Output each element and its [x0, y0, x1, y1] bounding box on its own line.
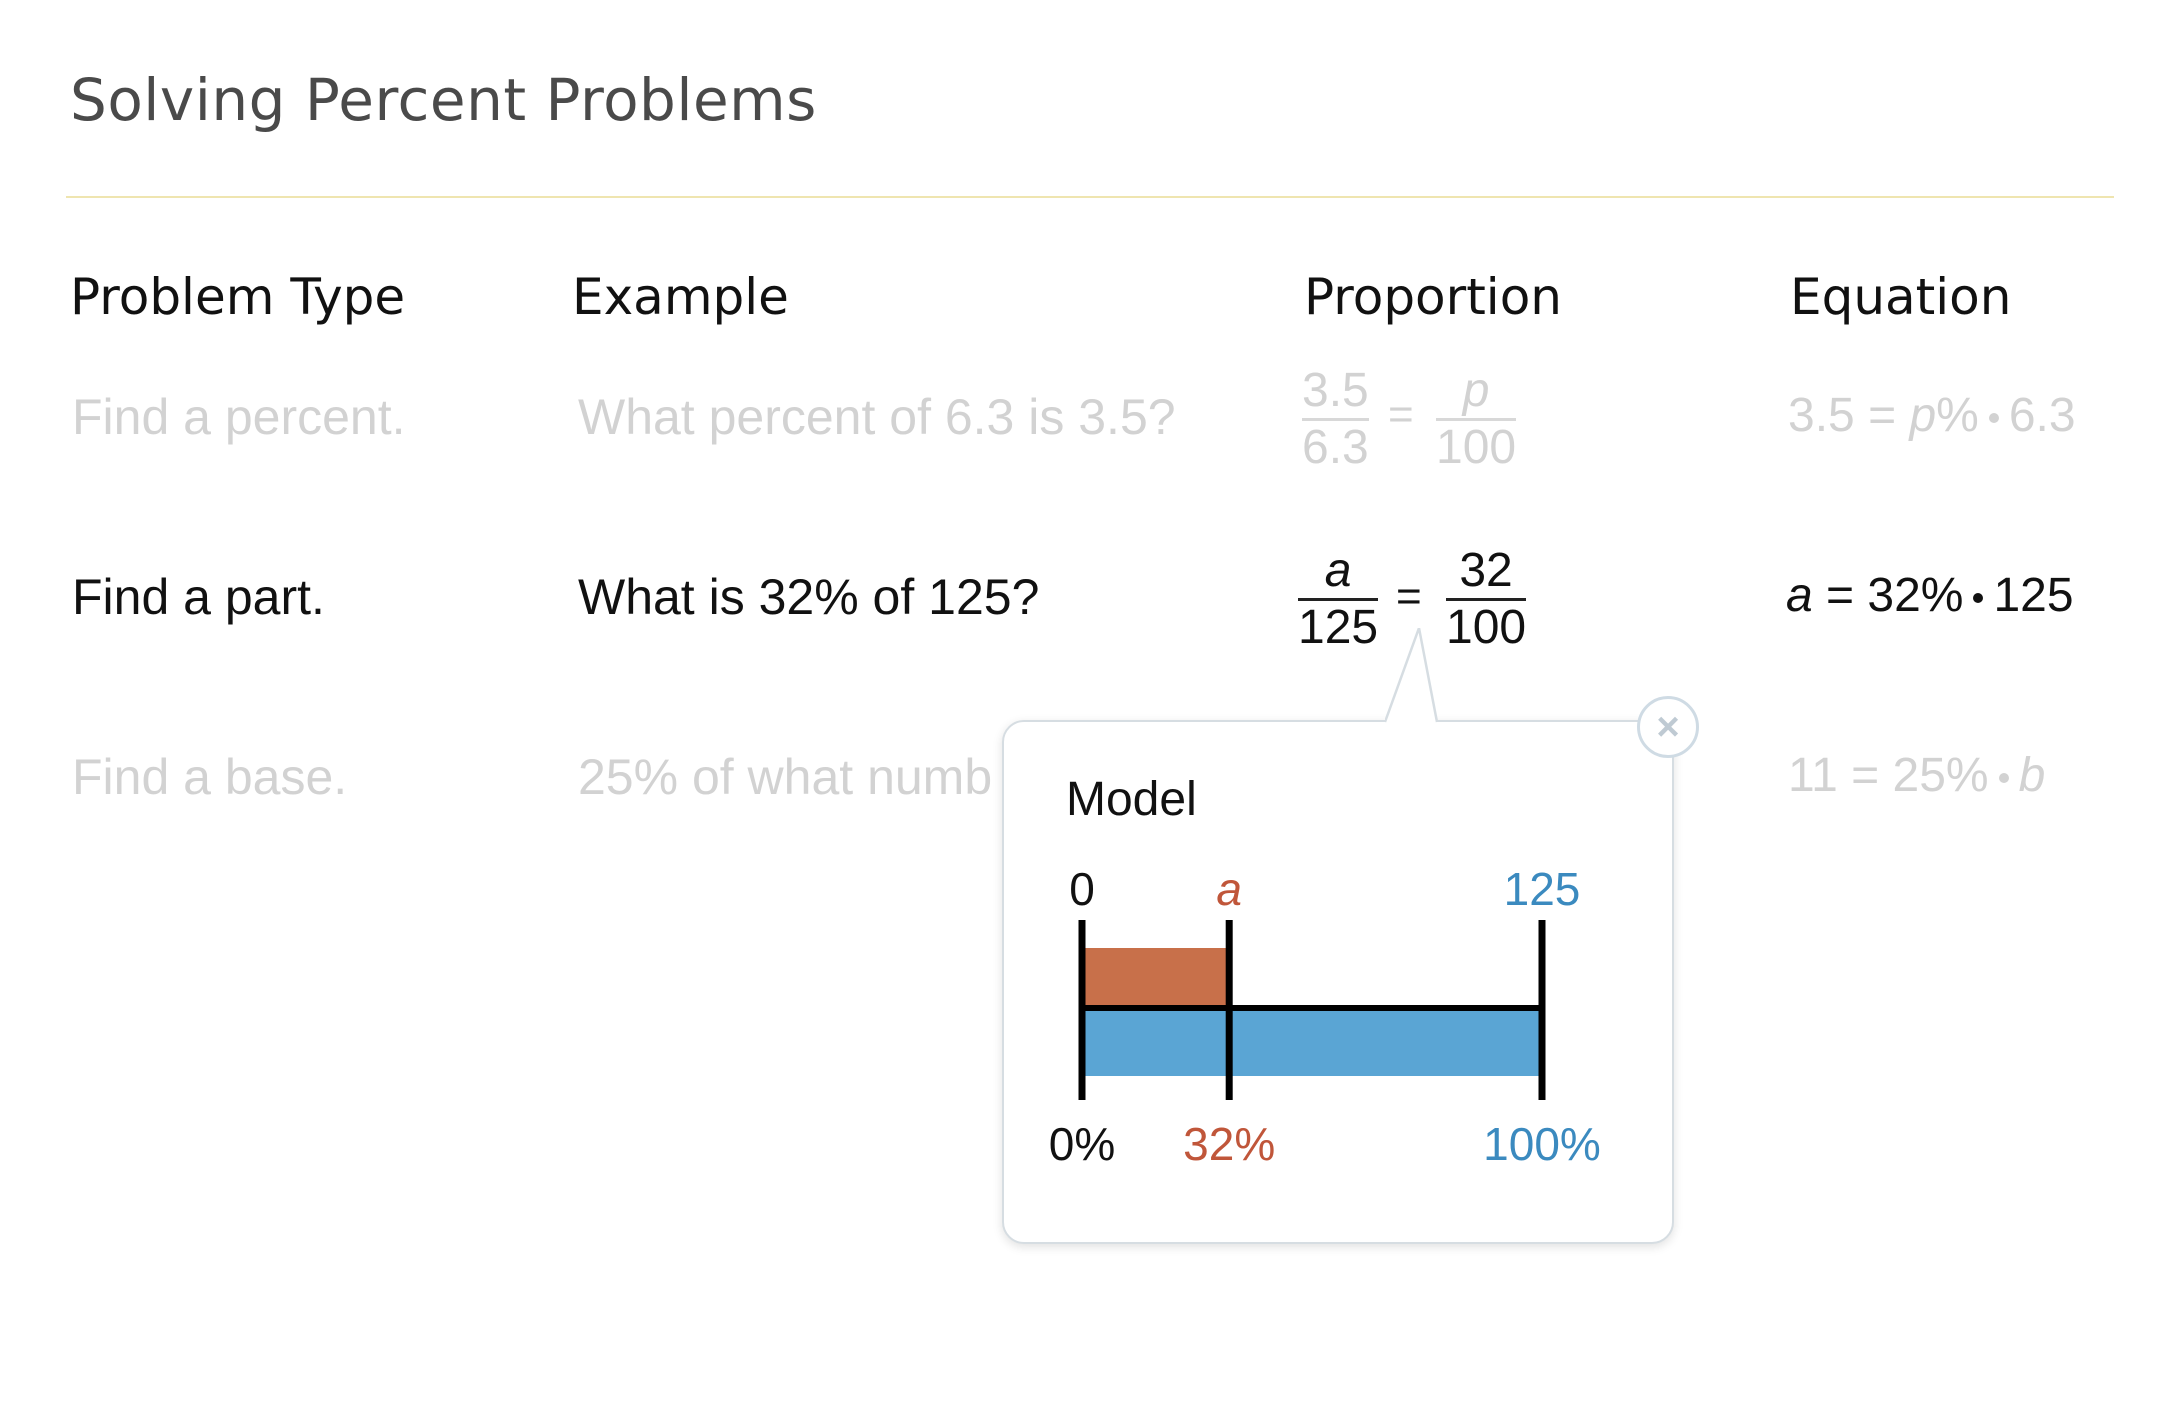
percent-bar-model: 0 a 125 0% 32% 100%: [1049, 863, 1601, 1170]
numerator: a: [1324, 544, 1352, 597]
row-find-percent-type[interactable]: Find a percent.: [72, 389, 406, 445]
multiply-dot-icon: [1998, 773, 2009, 784]
top-label-zero: 0: [1069, 863, 1095, 915]
header-proportion: Proportion: [1304, 268, 1562, 326]
proportion-right-fraction: 32 100: [1446, 544, 1527, 655]
row-find-percent-equation: 3.5 = p% 6.3: [1788, 389, 2076, 442]
row-find-part-equation: a = 32% 125: [1786, 569, 2074, 622]
header-example: Example: [572, 268, 789, 326]
bottom-label-zero-percent: 0%: [1049, 1118, 1115, 1170]
proportion-left-fraction: a 125: [1298, 544, 1379, 655]
numerator: p: [1462, 364, 1490, 417]
row-find-base-equation: 11 = 25% b: [1788, 749, 2046, 802]
denominator: 125: [1298, 601, 1379, 654]
page-title: Solving Percent Problems: [70, 66, 817, 134]
row-find-percent-example: What percent of 6.3 is 3.5?: [578, 389, 1176, 445]
popup-pointer: [1385, 628, 1439, 723]
top-label-part: a: [1216, 863, 1242, 915]
numerator: 32: [1459, 544, 1513, 597]
row-find-base-example: 25% of what numb: [578, 749, 993, 805]
equals-sign: =: [1396, 572, 1422, 621]
row-find-base-type[interactable]: Find a base.: [72, 749, 348, 805]
part-bar: [1082, 948, 1230, 1008]
row-find-part-type[interactable]: Find a part.: [72, 569, 325, 625]
header-equation: Equation: [1790, 268, 2012, 326]
row-find-part-example: What is 32% of 125?: [578, 569, 1040, 625]
model-title: Model: [1066, 773, 1197, 826]
denominator: 100: [1436, 421, 1517, 474]
equals-sign: =: [1388, 390, 1414, 439]
denominator: 100: [1446, 601, 1527, 654]
proportion-left-fraction: 3.5 6.3: [1302, 364, 1369, 475]
close-icon[interactable]: ×: [1637, 696, 1699, 758]
proportion-right-fraction: p 100: [1436, 364, 1517, 475]
multiply-dot-icon: [1988, 413, 1999, 424]
bottom-label-whole-percent: 100%: [1483, 1118, 1601, 1170]
numerator: 3.5: [1302, 364, 1369, 417]
title-divider: [66, 196, 2114, 198]
denominator: 6.3: [1302, 421, 1369, 474]
whole-bar: [1082, 1008, 1542, 1076]
multiply-dot-icon: [1973, 593, 1984, 604]
header-problem-type: Problem Type: [70, 268, 406, 326]
top-label-whole: 125: [1504, 863, 1581, 915]
bottom-label-part-percent: 32%: [1183, 1118, 1275, 1170]
